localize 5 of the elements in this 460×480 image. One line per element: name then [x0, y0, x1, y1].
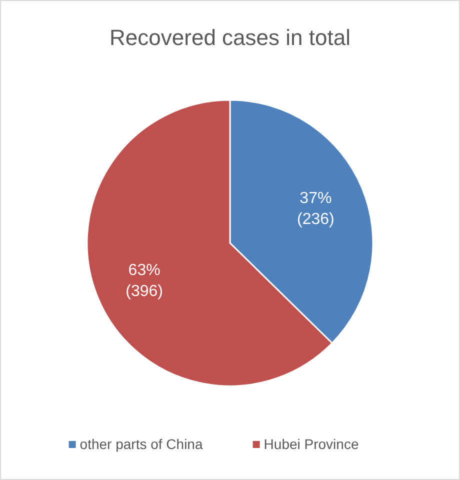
data-label: 37% (236): [297, 190, 334, 228]
chart-title: Recovered cases in total: [110, 25, 350, 50]
legend-label: other parts of China: [80, 436, 203, 452]
legend-label: Hubei Province: [264, 436, 359, 452]
data-label: 63% (396): [126, 262, 163, 300]
